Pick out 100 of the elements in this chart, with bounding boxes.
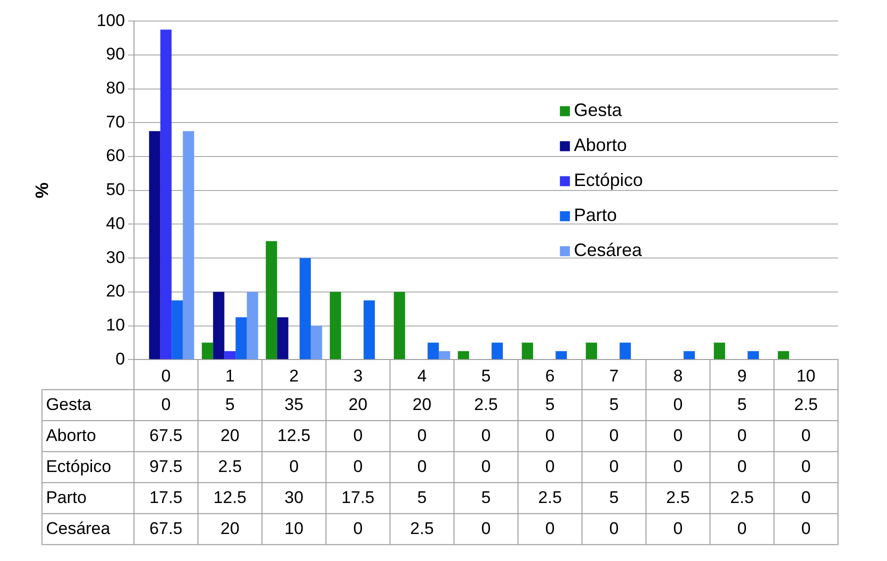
- data-label: 2.5: [730, 488, 754, 507]
- bar: [364, 300, 375, 360]
- data-label: 0: [801, 456, 811, 476]
- data-label: 20: [348, 394, 368, 414]
- bar: [428, 342, 439, 360]
- data-label: 20: [412, 394, 432, 414]
- data-label: 12.5: [213, 488, 247, 507]
- text: Cesárea: [46, 518, 110, 538]
- data-label: 97.5: [149, 456, 183, 476]
- y-tick-label: 20: [106, 282, 125, 301]
- bar: [172, 300, 183, 360]
- bar: [586, 342, 598, 360]
- bar: [556, 351, 567, 360]
- text: Aborto: [46, 426, 96, 445]
- data-label: 0: [737, 518, 747, 538]
- bar: [438, 351, 450, 360]
- bar: [492, 342, 503, 360]
- y-tick-label: 30: [106, 248, 125, 267]
- y-tick-label: 80: [106, 78, 125, 98]
- y-tick-label: 40: [106, 214, 125, 233]
- data-label: 0: [801, 518, 811, 538]
- data-label: 0: [161, 394, 171, 414]
- data-label: 0: [481, 426, 491, 445]
- data-label: 5: [609, 394, 619, 414]
- data-label: 17.5: [341, 488, 375, 507]
- text: Parto: [46, 488, 87, 507]
- data-label: 20: [220, 426, 240, 445]
- bar: [160, 30, 172, 360]
- data-label: 2.5: [666, 488, 690, 507]
- x-tick-label: 3: [353, 366, 363, 386]
- bar: [213, 292, 224, 360]
- y-tick-label: 100: [96, 10, 125, 30]
- legend-label: Cesárea: [574, 240, 643, 260]
- legend-label: Aborto: [574, 135, 627, 156]
- text: Gesta: [46, 394, 92, 414]
- bar: [300, 258, 311, 360]
- data-label: 0: [353, 518, 363, 538]
- bar: [748, 351, 759, 360]
- x-tick-label: 6: [545, 366, 555, 386]
- x-tick-label: 4: [417, 366, 427, 386]
- data-label: 0: [417, 456, 427, 476]
- data-label: 5: [417, 488, 427, 507]
- data-label: 0: [481, 518, 491, 538]
- data-label: 5: [609, 488, 619, 507]
- bar: [458, 351, 470, 360]
- bar: [149, 131, 160, 360]
- bar: [620, 342, 631, 360]
- data-label: 0: [545, 426, 555, 445]
- data-label: 0: [801, 426, 811, 445]
- data-label: 0: [673, 518, 683, 538]
- x-tick-label: 0: [161, 366, 171, 386]
- bar: [236, 317, 247, 360]
- data-label: 0: [673, 394, 683, 414]
- bar: [714, 342, 726, 360]
- y-axis-title: %: [32, 182, 52, 198]
- data-label: 0: [673, 426, 683, 445]
- data-label: 5: [545, 394, 555, 414]
- bar: [266, 241, 278, 360]
- x-tick-label: 9: [737, 366, 747, 386]
- bar: [202, 342, 214, 360]
- bar: [277, 317, 288, 360]
- data-label: 0: [609, 518, 619, 538]
- data-label: 0: [545, 518, 555, 538]
- data-label: 17.5: [149, 488, 183, 507]
- bar: [246, 292, 258, 360]
- data-label: 30: [284, 488, 304, 507]
- data-label: 5: [737, 394, 747, 414]
- text: Ectópico: [46, 456, 112, 476]
- bar: [522, 342, 534, 360]
- y-tick-label: 60: [106, 146, 125, 166]
- data-label: 0: [545, 456, 555, 476]
- bar: [310, 326, 322, 360]
- x-tick-label: 7: [609, 366, 619, 386]
- data-label: 0: [609, 426, 619, 445]
- data-label: 0: [673, 456, 683, 476]
- bar: [684, 351, 695, 360]
- legend-label: Ectópico: [574, 170, 643, 190]
- data-label: 10: [284, 518, 304, 538]
- y-tick-label: 50: [106, 180, 125, 200]
- x-tick-label: 10: [796, 366, 816, 386]
- bar: [394, 292, 406, 360]
- data-label: 0: [353, 456, 363, 476]
- x-tick-label: 5: [481, 366, 491, 386]
- bar: [224, 351, 236, 360]
- y-tick-label: 10: [106, 315, 125, 334]
- data-label: 0: [417, 426, 427, 445]
- bar: [778, 351, 790, 360]
- data-label: 20: [220, 518, 240, 538]
- data-label: 67.5: [149, 426, 183, 445]
- data-label: 0: [801, 488, 811, 507]
- legend-label: Gesta: [574, 100, 623, 120]
- data-label: 5: [481, 488, 491, 507]
- y-tick-label: 90: [106, 44, 125, 64]
- data-label: 0: [289, 456, 299, 476]
- y-tick-label: 70: [106, 112, 125, 132]
- data-label: 2.5: [474, 394, 498, 414]
- data-label: 0: [737, 426, 747, 445]
- data-label: 12.5: [277, 426, 311, 445]
- bar: [330, 292, 342, 360]
- legend-label: Parto: [574, 205, 617, 226]
